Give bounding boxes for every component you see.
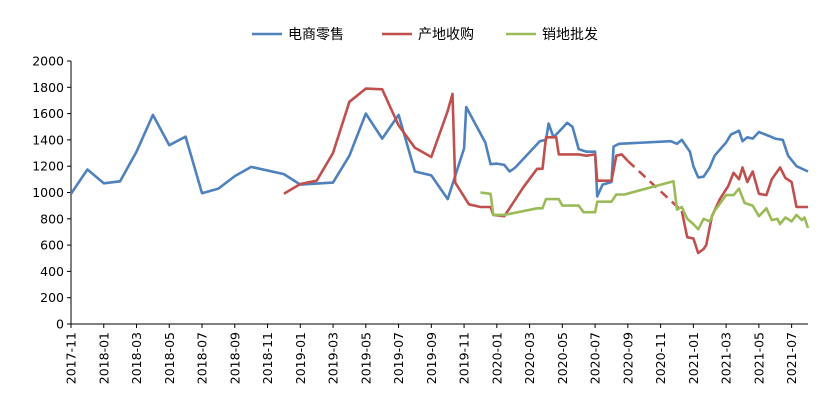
x-tick-label: 2020-05 bbox=[555, 332, 570, 384]
series-line bbox=[69, 105, 809, 201]
x-tick-label: 2018-05 bbox=[162, 332, 177, 384]
x-tick-label: 2021-07 bbox=[784, 332, 799, 384]
x-tick-label: 2020-07 bbox=[588, 332, 603, 384]
legend-label: 电商零售 bbox=[288, 27, 344, 43]
x-tick-label: 2019-03 bbox=[326, 332, 341, 384]
series-layer bbox=[69, 87, 810, 255]
x-tick-label: 2018-01 bbox=[96, 332, 111, 384]
x-tick-label: 2019-07 bbox=[391, 332, 406, 384]
x-tick-label: 2021-05 bbox=[751, 332, 766, 384]
y-tick-label: 800 bbox=[40, 211, 64, 226]
legend: 电商零售 产地收购 销地批发 bbox=[252, 27, 598, 43]
y-tick-label: 1400 bbox=[32, 132, 64, 147]
y-tick-label: 1800 bbox=[32, 80, 64, 95]
x-axis: 2017-11 2018-01 2018-03 2018-05 2018-07 2018-… bbox=[64, 323, 808, 384]
legend-label: 产地收购 bbox=[418, 27, 474, 43]
x-tick-label: 2021-01 bbox=[686, 332, 701, 384]
y-tick-label: 1600 bbox=[32, 106, 64, 121]
series-line bbox=[283, 87, 629, 218]
x-tick-label: 2020-09 bbox=[620, 332, 635, 384]
y-tick-label: 400 bbox=[40, 264, 64, 279]
x-tick-label: 2019-05 bbox=[358, 332, 373, 384]
x-tick-label: 2021-03 bbox=[719, 332, 734, 384]
y-tick-label: 0 bbox=[56, 317, 64, 332]
y-tick-label: 600 bbox=[40, 238, 64, 253]
x-tick-label: 2018-11 bbox=[260, 332, 275, 384]
x-tick-label: 2018-07 bbox=[195, 332, 210, 384]
x-tick-label: 2019-09 bbox=[424, 332, 439, 384]
x-tick-label: 2018-09 bbox=[227, 332, 242, 384]
x-tick-label: 2020-03 bbox=[522, 332, 537, 384]
y-tick-label: 1200 bbox=[32, 159, 64, 174]
series-line bbox=[680, 166, 808, 255]
y-tick-label: 2000 bbox=[32, 54, 64, 69]
y-tick-label: 200 bbox=[40, 290, 64, 305]
y-tick-label: 1000 bbox=[32, 185, 64, 200]
x-tick-label: 2020-01 bbox=[489, 332, 504, 384]
legend-label: 销地批发 bbox=[542, 27, 598, 43]
x-tick-label: 2019-01 bbox=[293, 332, 308, 384]
x-tick-label: 2018-03 bbox=[129, 332, 144, 384]
y-axis: 0 200 400 600 800 1000 1200 1400 1600 1800 2000 bbox=[32, 54, 72, 332]
x-tick-label: 2020-11 bbox=[653, 332, 668, 384]
series-line bbox=[480, 180, 810, 231]
x-tick-label: 2017-11 bbox=[64, 332, 79, 384]
x-tick-label: 2019-11 bbox=[457, 332, 472, 384]
